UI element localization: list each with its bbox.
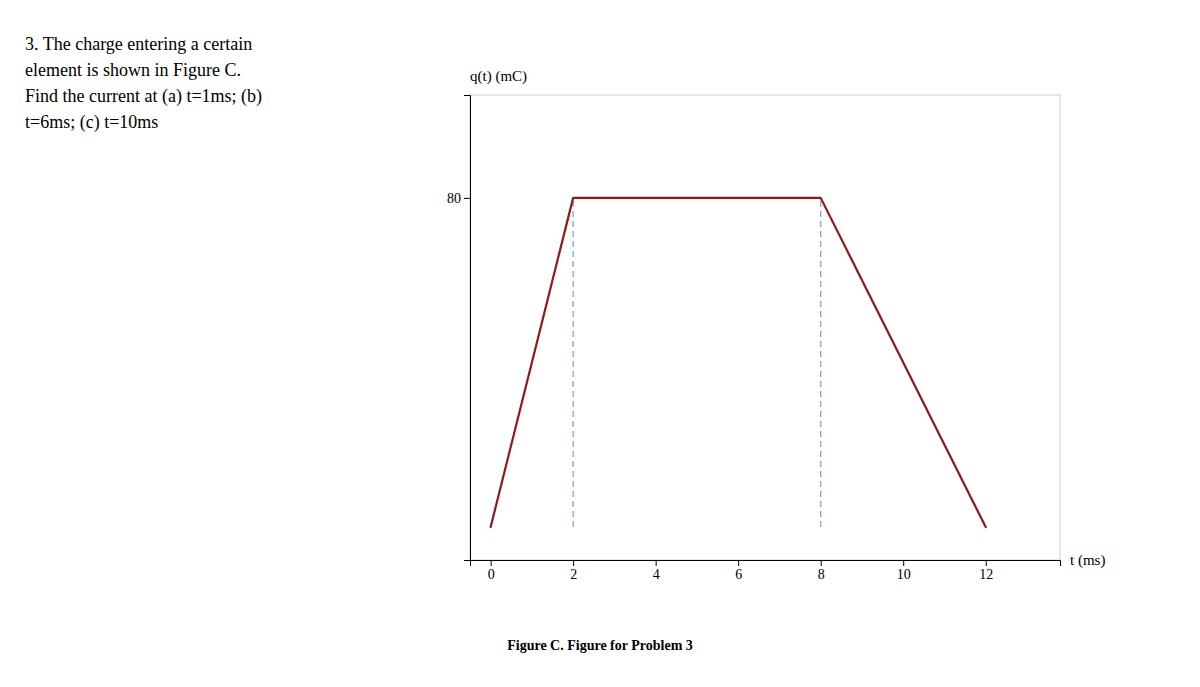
x-axis: 0 2 4 6 8 10 12 (471, 560, 1061, 582)
x-tick-label: 2 (570, 567, 577, 582)
x-tick: 0 (488, 560, 495, 582)
y-axis-line (464, 96, 471, 561)
x-tick-label: 12 (979, 567, 993, 582)
y-axis-label: q(t) (mC) (470, 68, 527, 85)
chart: 3. The charge entering a certainelement … (0, 0, 1200, 687)
x-tick-mark (573, 560, 574, 566)
x-tick-mark (821, 560, 822, 566)
x-tick-label: 10 (897, 567, 911, 582)
y-tick: 80 (447, 191, 470, 206)
drop-line (820, 198, 821, 527)
x-tick: 12 (979, 560, 993, 582)
data-line (491, 198, 986, 527)
y-tick-label: 80 (447, 191, 461, 206)
x-tick-label: 0 (488, 567, 495, 582)
x-tick: 8 (818, 560, 825, 582)
x-tick-mark (656, 560, 657, 566)
x-tick-label: 4 (653, 567, 660, 582)
x-tick: 6 (735, 560, 742, 582)
x-tick: 2 (570, 560, 577, 582)
plot-area (491, 198, 986, 527)
x-tick-label: 8 (818, 567, 825, 582)
y-axis: 80 (447, 96, 471, 561)
x-tick-mark (738, 560, 739, 566)
x-tick-mark (986, 560, 987, 566)
title: 3. The charge entering a certainelement … (25, 34, 262, 133)
x-axis-line (471, 561, 1061, 567)
x-tick-label: 6 (735, 567, 742, 582)
x-tick-mark (903, 560, 904, 566)
x-axis-label: t (ms) (1070, 552, 1105, 569)
caption: Figure C. Figure for Problem 3 (507, 638, 693, 653)
drop-line (572, 198, 573, 527)
x-tick-mark (491, 560, 492, 566)
plot-frame (470, 95, 1060, 560)
x-tick: 4 (653, 560, 660, 582)
x-tick: 10 (897, 560, 911, 582)
y-tick-mark (464, 198, 470, 199)
